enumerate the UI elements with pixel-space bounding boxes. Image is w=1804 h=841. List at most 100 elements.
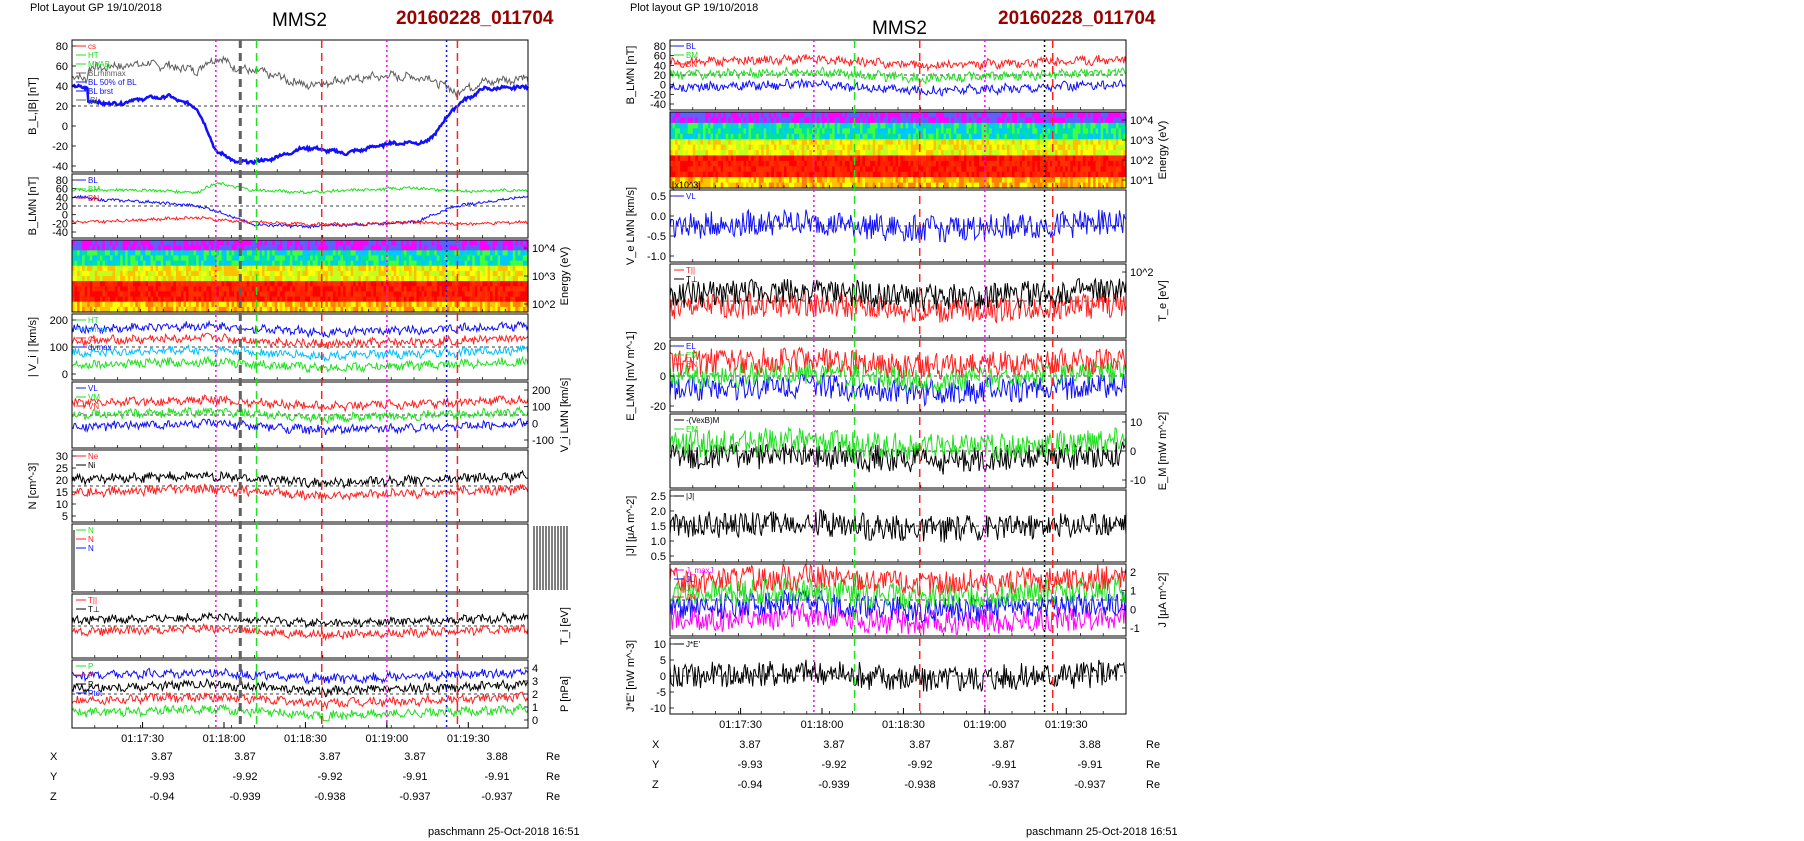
left-panel-2-cell xyxy=(155,276,159,282)
left-panel-2-cell xyxy=(370,245,374,251)
right-panel-1-cell xyxy=(761,128,765,135)
right-panel-1-cell xyxy=(791,122,795,129)
left-panel-2-cell xyxy=(310,306,314,313)
left-panel-2-cell xyxy=(507,291,511,298)
left-panel-2-cell xyxy=(492,250,496,256)
left-panel-2-cell xyxy=(160,296,164,303)
left-panel-2-cell xyxy=(180,291,184,298)
left-panel-2-cell xyxy=(365,255,369,262)
left-panel-2-cell xyxy=(284,301,288,308)
left-panel-2-cell xyxy=(348,250,352,256)
left-panel-2-cell xyxy=(472,250,476,256)
right-panel-1-cell xyxy=(1006,117,1010,124)
left-panel-2-cell xyxy=(477,276,481,282)
right-panel-1-cell xyxy=(720,171,724,178)
left-panel-2-cell xyxy=(338,276,342,282)
left-panel-1-legend-entry: BL xyxy=(88,176,98,185)
right-panel-1-cell xyxy=(794,117,798,124)
right-panel-1-cell xyxy=(928,177,932,184)
right-panel-1-cell xyxy=(925,150,929,156)
right-panel-1-cell xyxy=(738,139,742,146)
right-panel-1-cell xyxy=(748,144,752,151)
left-panel-2-cell xyxy=(193,286,197,292)
left-panel-2-cell xyxy=(431,306,435,313)
right-panel-1-cell xyxy=(865,144,869,151)
right-panel-1-cell xyxy=(743,155,747,162)
left-panel-2-cell xyxy=(419,260,423,267)
right-panel-1-cell xyxy=(913,171,917,178)
left-panel-2-cell xyxy=(256,265,260,272)
left-panel-2-cell xyxy=(419,296,423,303)
left-panel-2-cell xyxy=(459,250,463,256)
right-panel-1-cell xyxy=(979,133,983,140)
right-panel-1-cell xyxy=(875,128,879,135)
right-panel-1-cell xyxy=(768,177,772,184)
left-panel-2-cell xyxy=(203,270,207,277)
left-panel-7-series-0 xyxy=(71,622,529,642)
left-panel-2-cell xyxy=(487,255,491,262)
right-panel-1-cell xyxy=(930,117,934,124)
left-panel-2-cell xyxy=(408,265,412,272)
left-panel-2-cell xyxy=(142,286,146,292)
left-panel-2-cell xyxy=(449,286,453,292)
left-panel-2-cell xyxy=(469,270,473,277)
right-panel-1-cell xyxy=(941,171,945,178)
left-panel-2-cell xyxy=(307,301,311,308)
right-panel-1-cell xyxy=(801,128,805,135)
left-panel-2-cell xyxy=(244,240,248,246)
left-panel-2-cell xyxy=(87,296,91,303)
left-panel-2-cell xyxy=(419,291,423,298)
left-panel-2-cell xyxy=(155,291,159,298)
left-panel-2-cell xyxy=(439,301,443,308)
left-panel-2-cell xyxy=(490,270,494,277)
left-panel-2-cell xyxy=(183,291,187,298)
right-panel-1-cell xyxy=(799,144,803,151)
left-panel-2-cell xyxy=(376,306,380,313)
right-panel-1-cell xyxy=(730,139,734,146)
left-panel-2-cell xyxy=(411,255,415,262)
left-panel-2-cell xyxy=(315,281,319,287)
left-panel-2-cell xyxy=(305,270,309,277)
left-panel-2-cell xyxy=(398,286,402,292)
left-panel-0-series-BL xyxy=(71,83,530,166)
left-panel-2-cell xyxy=(173,296,177,303)
left-panel-2-cell xyxy=(472,270,476,277)
left-panel-2-cell xyxy=(79,301,83,308)
left-panel-2-cell xyxy=(320,245,324,251)
right-panel-1-cell xyxy=(882,122,886,129)
left-panel-2-cell xyxy=(289,265,293,272)
right-panel-1-cell xyxy=(890,117,894,124)
left-panel-2-cell xyxy=(490,281,494,287)
right-panel-1-cell xyxy=(763,144,767,151)
left-panel-2-cell xyxy=(264,301,268,308)
right-panel-1-cell xyxy=(958,160,962,167)
right-panel-1-cell xyxy=(768,166,772,173)
left-panel-2-cell xyxy=(287,301,291,308)
right-panel-1-cell xyxy=(675,128,679,135)
right-panel-1-cell xyxy=(824,122,828,129)
right-panel-1-cell xyxy=(778,128,782,135)
right-panel-1-cell xyxy=(748,139,752,146)
right-panel-1-cell xyxy=(882,155,886,162)
left-panel-2-cell xyxy=(77,281,81,287)
left-panel-2-cell xyxy=(158,286,162,292)
right-panel-1-cell xyxy=(758,155,762,162)
left-panel-2-cell xyxy=(97,265,101,272)
left-panel-2-cell xyxy=(231,240,235,246)
right-panel-1-cell xyxy=(766,144,770,151)
left-panel-2-cell xyxy=(416,276,420,282)
left-panel-2-cell xyxy=(84,270,88,277)
right-panel-1-cell xyxy=(865,171,869,178)
left-panel-2-cell xyxy=(236,296,240,303)
left-panel-2-cell xyxy=(353,291,357,298)
left-panel-2-cell xyxy=(484,301,488,308)
left-panel-2-cell xyxy=(72,270,76,277)
left-panel-2-cell xyxy=(358,281,362,287)
right-panel-1-cell xyxy=(925,171,929,178)
right-panel-1-cell xyxy=(976,117,980,124)
left-panel-2-cell xyxy=(302,250,306,256)
right-panel-1-cell xyxy=(675,144,679,151)
left-panel-2-cell xyxy=(368,255,372,262)
left-panel-2-cell xyxy=(378,286,382,292)
right-panel-1-cell xyxy=(867,128,871,135)
